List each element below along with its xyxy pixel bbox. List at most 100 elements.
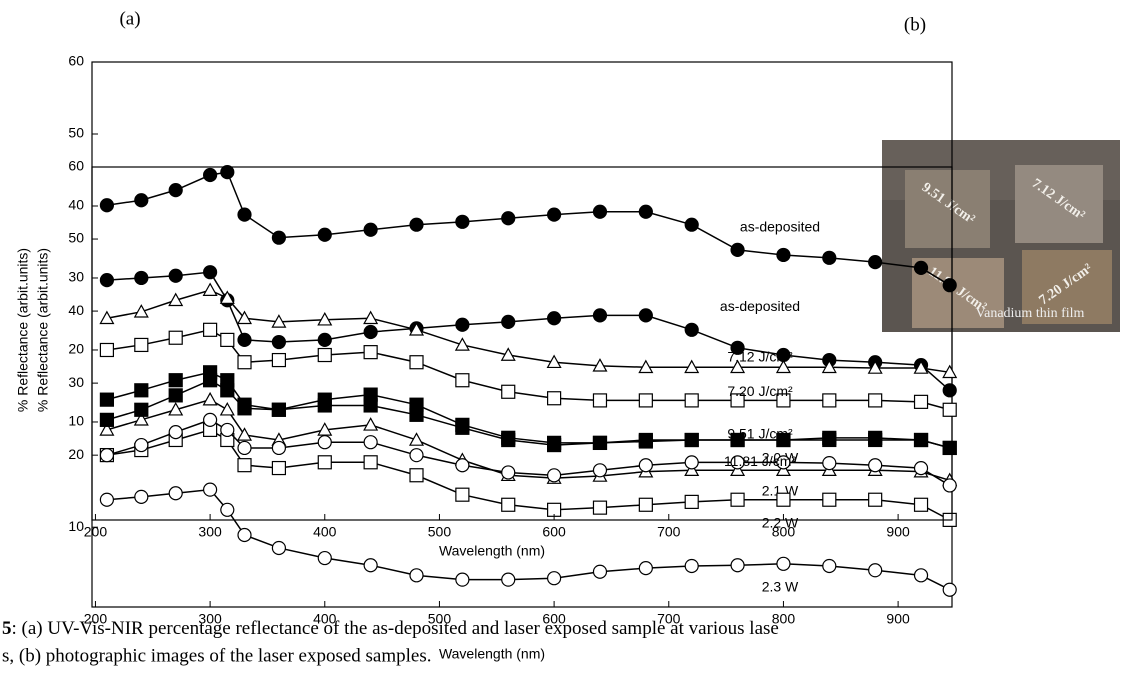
marker — [776, 432, 791, 448]
marker — [913, 461, 929, 476]
marker — [317, 347, 332, 363]
marker — [203, 322, 218, 337]
marker — [168, 388, 183, 403]
series-line — [106, 398, 950, 482]
series-line — [106, 329, 950, 411]
marker — [409, 468, 424, 483]
x-tick-label: 200 — [84, 611, 108, 627]
series-line — [106, 171, 951, 286]
marker — [868, 393, 883, 408]
marker — [203, 412, 218, 427]
marker — [942, 383, 957, 398]
series-line — [106, 379, 950, 449]
marker — [638, 204, 653, 219]
marker — [822, 250, 837, 265]
marker — [237, 527, 252, 543]
marker — [501, 465, 516, 480]
marker — [500, 347, 516, 361]
marker — [776, 455, 791, 470]
marker — [547, 391, 562, 406]
marker — [684, 558, 699, 574]
caption-number: 5 — [2, 618, 12, 639]
marker — [363, 558, 378, 573]
x-tick-label: 700 — [657, 524, 681, 540]
marker — [501, 314, 516, 329]
marker — [592, 358, 608, 372]
y-tick-label: 20 — [68, 446, 84, 462]
marker — [776, 393, 791, 408]
panel-label: (b) — [904, 14, 926, 35]
series-line — [106, 429, 951, 521]
photo-caption: Vanadium thin film — [976, 306, 1085, 321]
marker — [868, 255, 883, 270]
marker — [317, 398, 332, 413]
marker — [455, 373, 470, 388]
marker — [271, 314, 287, 328]
y-tick-label: 20 — [68, 341, 84, 357]
marker — [134, 270, 149, 286]
marker — [363, 345, 378, 360]
marker — [317, 550, 332, 566]
x-axis-label: Wavelength (nm) — [439, 543, 545, 559]
marker — [638, 359, 654, 374]
marker — [408, 432, 425, 446]
marker — [868, 492, 883, 507]
marker — [942, 440, 957, 456]
marker — [168, 183, 183, 198]
marker — [592, 500, 608, 515]
marker — [638, 434, 653, 449]
marker — [776, 556, 791, 571]
marker — [547, 468, 562, 483]
y-tick-label: 10 — [68, 413, 84, 429]
marker — [203, 482, 218, 497]
marker — [638, 561, 653, 576]
marker — [237, 355, 252, 370]
marker — [134, 337, 149, 353]
marker — [271, 334, 287, 350]
marker — [455, 214, 470, 229]
marker — [99, 342, 115, 358]
marker — [134, 437, 149, 453]
marker — [868, 563, 883, 578]
marker — [317, 311, 333, 326]
marker — [236, 310, 253, 325]
caption-line: s, (b) photographic images of the laser … — [2, 645, 432, 666]
series-label: 7.12 J/cm² — [727, 349, 793, 365]
marker — [867, 360, 883, 374]
series-line — [106, 419, 951, 487]
marker — [913, 497, 929, 512]
marker — [409, 568, 424, 583]
marker — [822, 430, 837, 445]
marker — [134, 383, 149, 398]
series-line — [106, 289, 950, 374]
marker — [684, 217, 699, 232]
marker — [592, 393, 608, 408]
marker — [220, 383, 235, 398]
marker — [134, 193, 149, 208]
marker — [219, 290, 235, 304]
marker — [684, 462, 700, 477]
x-tick-label: 800 — [772, 611, 796, 627]
series-label: as-deposited — [720, 298, 800, 314]
marker — [547, 437, 562, 453]
marker — [730, 340, 745, 355]
marker — [317, 435, 332, 450]
marker — [822, 393, 837, 408]
marker — [99, 448, 115, 463]
x-axis-label: Wavelength (nm) — [439, 646, 545, 662]
caption-line: 5: (a) UV-Vis-NIR percentage reflectance… — [2, 618, 779, 639]
marker — [547, 207, 562, 222]
sample — [1015, 165, 1103, 243]
y-tick-label: 60 — [68, 53, 84, 69]
marker — [168, 292, 184, 307]
y-tick-label: 60 — [68, 158, 84, 174]
marker — [317, 422, 333, 436]
marker — [134, 402, 149, 417]
marker — [822, 558, 837, 574]
marker — [942, 364, 958, 379]
marker — [638, 393, 653, 408]
marker — [168, 486, 183, 501]
marker — [363, 398, 378, 413]
marker — [913, 260, 929, 276]
